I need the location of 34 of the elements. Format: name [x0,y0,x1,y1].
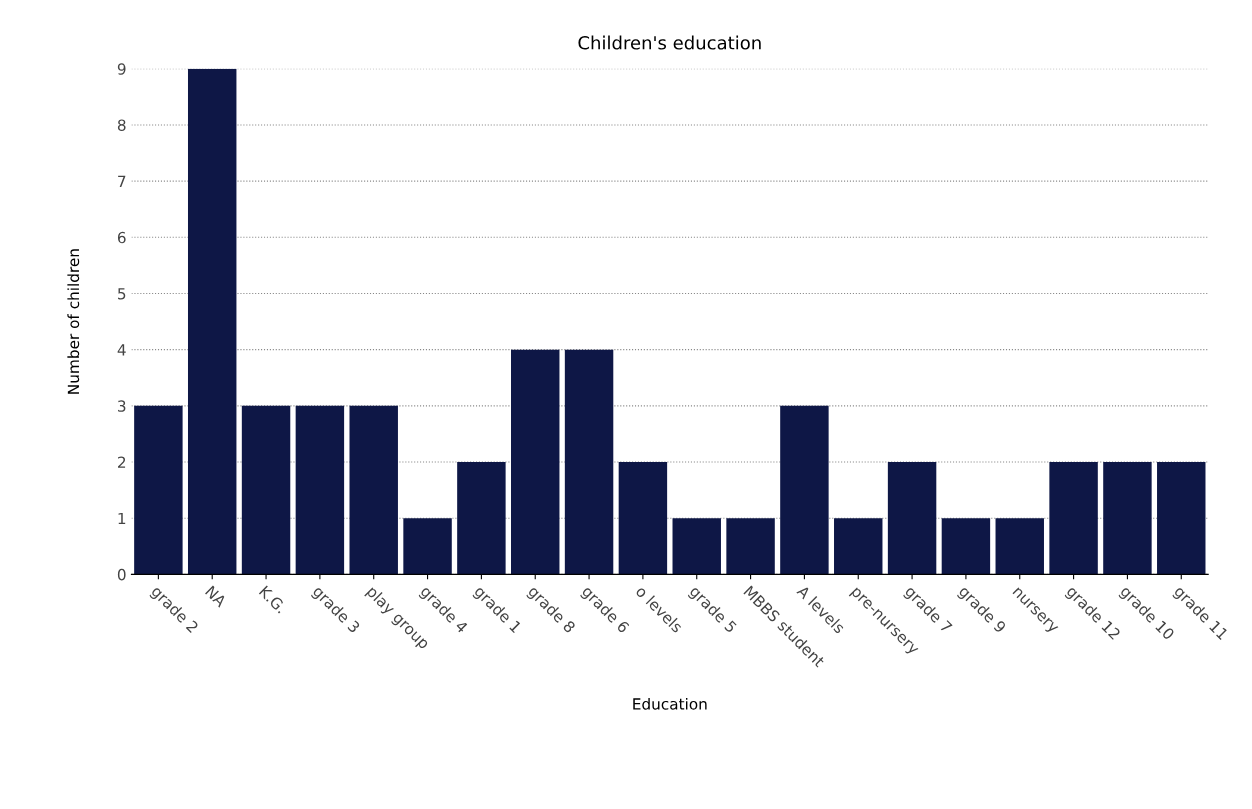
bar [834,518,883,575]
bar [941,518,991,575]
y-tick-label: 9 [117,63,126,75]
y-tick-label: 1 [118,512,126,525]
bar [134,405,183,575]
y-axis-title: Number of children [67,249,80,394]
y-tick-label: 7 [118,175,126,187]
y-tick-label: 8 [117,119,126,131]
x-axis-title: Education [633,697,707,710]
bar [295,405,345,575]
bar [349,405,398,575]
bar [618,462,668,575]
x-tick-label: NA [205,585,228,608]
bar [457,462,506,575]
y-tick-label: 3 [118,400,126,412]
bar [726,518,775,575]
bar [511,349,560,575]
chart-title: Children's education [578,35,761,50]
bar [1103,462,1152,575]
y-tick-label: 6 [117,231,126,244]
bar [780,405,829,575]
y-tick-label: 5 [118,288,126,300]
bar [241,405,291,575]
bar [564,349,614,575]
bar [672,518,721,575]
bar [995,518,1044,575]
y-tick-label: 0 [117,568,126,581]
bar [1157,462,1206,575]
bar [887,462,937,575]
y-tick-label: 4 [117,344,126,356]
bar [1049,462,1098,575]
bar [187,68,237,575]
y-tick-label: 2 [118,456,126,468]
bar [403,518,452,575]
